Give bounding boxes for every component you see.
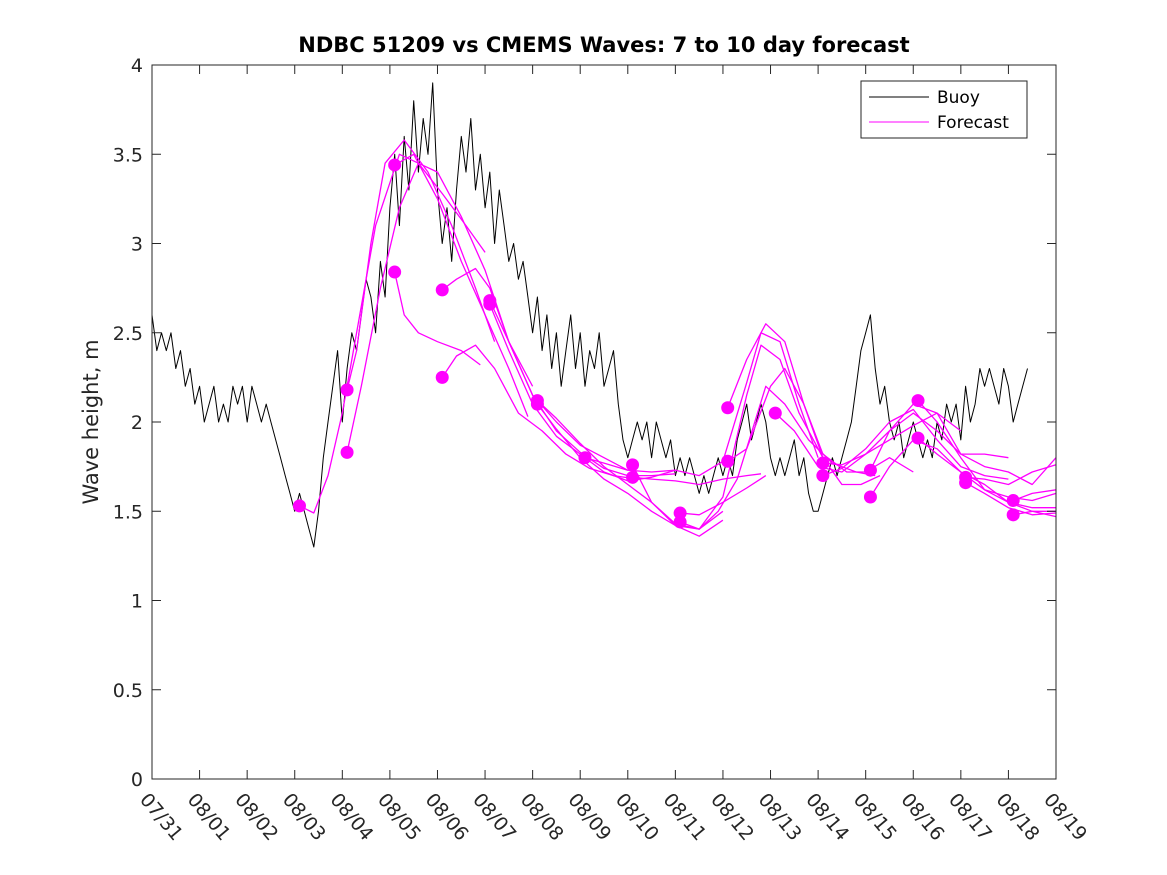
forecast-series-line — [299, 153, 486, 514]
forecast-start-marker — [292, 499, 306, 513]
legend-label-forecast: Forecast — [937, 113, 1009, 133]
forecast-start-marker — [340, 383, 354, 397]
forecast-series-line — [536, 403, 724, 537]
forecast-start-marker — [483, 297, 497, 311]
forecast-series-line — [394, 153, 529, 417]
buoy-series-line — [151, 82, 1028, 548]
forecast-start-marker — [721, 401, 735, 415]
forecast-series-line — [441, 344, 638, 480]
forecast-start-marker — [816, 456, 830, 470]
y-tick-label: 3.5 — [113, 144, 143, 166]
y-tick-label: 2 — [131, 412, 143, 434]
forecast-start-marker — [863, 490, 877, 504]
series-layer — [151, 82, 1057, 548]
forecast-start-marker — [435, 283, 449, 297]
y-tick-label: 2.5 — [113, 323, 143, 345]
legend-box — [860, 80, 1028, 139]
forecast-start-marker — [816, 469, 830, 483]
forecast-start-marker — [721, 454, 735, 468]
forecast-start-marker — [911, 431, 925, 445]
forecast-start-marker — [340, 445, 354, 459]
forecast-series-line — [869, 403, 1057, 486]
forecast-series-line — [727, 367, 914, 473]
forecast-series-line — [346, 162, 534, 453]
y-tick-label: 1 — [131, 591, 143, 613]
forecast-start-marker — [911, 394, 925, 408]
marker-layer — [292, 158, 1020, 529]
y-axis-tick-labels: 0 0.5 1 1.5 2 2.5 3 3.5 4 — [113, 55, 143, 791]
y-tick-label: 0 — [131, 769, 143, 791]
forecast-start-marker — [388, 265, 402, 279]
forecast-start-marker — [673, 515, 687, 529]
chart-title: NDBC 51209 vs CMEMS Waves: 7 to 10 day f… — [298, 33, 909, 57]
y-axis-ticks — [152, 64, 1056, 780]
forecast-start-marker — [435, 370, 449, 384]
y-tick-label: 0.5 — [113, 680, 143, 702]
plot-area — [152, 65, 1056, 779]
y-axis-label: Wave height, m — [79, 339, 103, 504]
forecast-series-line — [584, 332, 819, 477]
forecast-start-marker — [388, 158, 402, 172]
forecast-start-marker — [673, 506, 687, 520]
forecast-start-marker — [626, 458, 640, 472]
forecast-series-line — [965, 482, 1057, 516]
forecast-series-line — [346, 139, 496, 391]
forecast-series-line — [632, 473, 762, 486]
y-tick-label: 3 — [131, 234, 143, 256]
forecast-series-line — [1012, 489, 1057, 502]
legend-label-buoy: Buoy — [937, 88, 980, 108]
x-axis-ticks — [151, 65, 1057, 779]
forecast-start-marker — [1006, 508, 1020, 522]
forecast-start-marker — [530, 397, 544, 411]
forecast-series-line — [965, 464, 1057, 486]
y-tick-label: 4 — [131, 55, 143, 77]
forecast-start-marker — [959, 476, 973, 490]
forecast-start-marker — [578, 451, 592, 465]
forecast-start-marker — [768, 406, 782, 420]
forecast-series-line — [631, 344, 824, 530]
y-tick-label: 1.5 — [113, 501, 143, 523]
forecast-start-marker — [1006, 494, 1020, 508]
forecast-series-line — [822, 408, 1009, 480]
forecast-start-marker — [863, 463, 877, 477]
forecast-start-marker — [626, 470, 640, 484]
forecast-series-line — [489, 300, 676, 477]
forecast-series-line — [679, 385, 876, 530]
legend: Buoy Forecast — [860, 80, 1028, 139]
forecast-series-line — [394, 271, 481, 366]
forecast-series-line — [917, 400, 1056, 509]
